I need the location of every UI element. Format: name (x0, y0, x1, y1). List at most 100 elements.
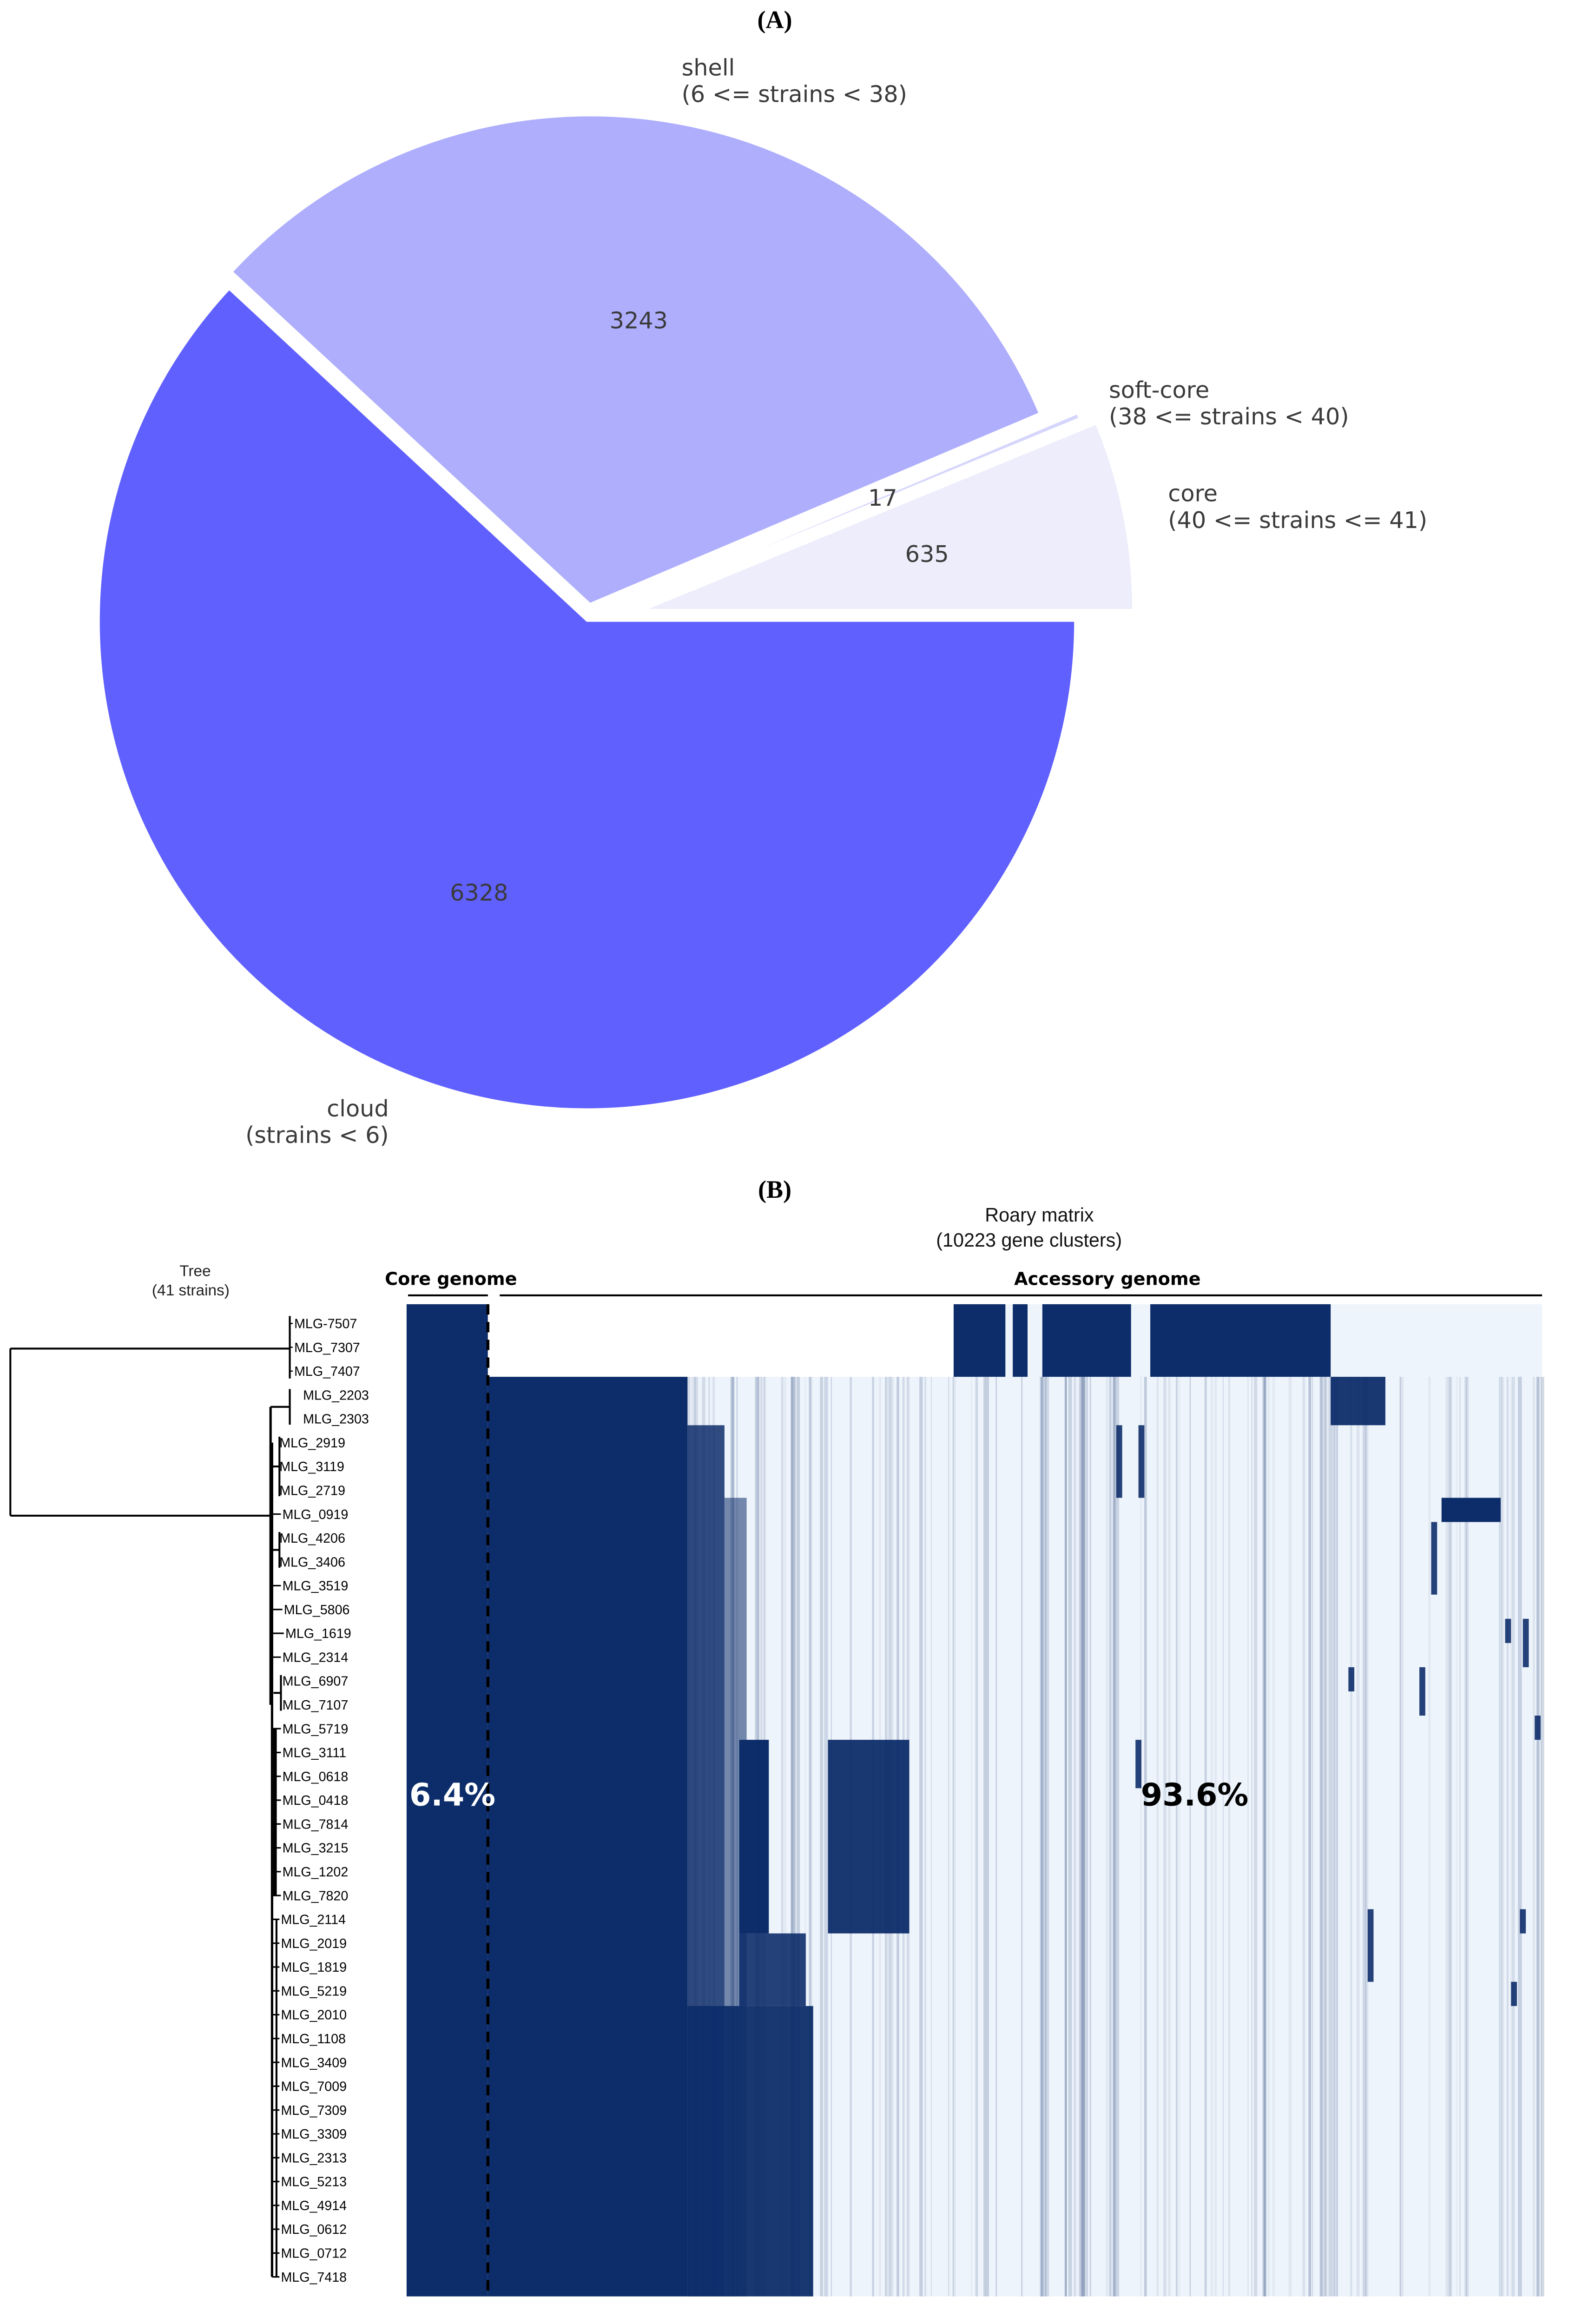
gene-streak (1140, 1377, 1142, 2297)
gene-streak (887, 1377, 890, 2297)
presence-block (828, 1740, 910, 1934)
strain-label: MLG_1819 (281, 1960, 347, 1975)
gene-streak (1040, 1377, 1042, 2297)
gene-streak (1350, 1377, 1352, 2297)
gene-streak (1074, 1377, 1075, 2297)
strain-label: MLG_3519 (283, 1579, 349, 1594)
strain-label: MLG_4914 (281, 2199, 347, 2213)
strain-label: MLG_3111 (283, 1746, 346, 1761)
strain-label: MLG_7407 (294, 1364, 360, 1379)
core-value: 635 (905, 541, 949, 568)
gene-streak (983, 1377, 985, 2297)
gene-streak (1302, 1377, 1305, 2297)
strain-label: MLG_2019 (281, 1936, 347, 1951)
soft-core-value: 17 (868, 484, 897, 511)
gene-streak (1114, 1377, 1116, 2297)
presence-mark (1431, 1522, 1437, 1595)
gene-streak (1498, 1377, 1503, 2297)
presence-block (739, 1933, 806, 2006)
core-genome-header: Core genome (385, 1269, 517, 1290)
gene-streak (1066, 1377, 1067, 2297)
gene-streak (971, 1377, 972, 2297)
gene-streak (930, 1377, 932, 2297)
gene-streak (1272, 1377, 1275, 2297)
gene-streak (890, 1377, 894, 2297)
gene-streak (1321, 1377, 1323, 2297)
strain-label: MLG_7009 (281, 2080, 347, 2094)
gene-streak (1113, 1377, 1116, 2297)
cloud-value: 6328 (450, 879, 508, 906)
gene-streak (1041, 1377, 1044, 2297)
gene-streak (1168, 1377, 1171, 2297)
gene-streak (896, 1377, 899, 2297)
presence-block (953, 1304, 1006, 1377)
accessory-genome-header: Accessory genome (1014, 1269, 1200, 1290)
gene-streak (1337, 1377, 1338, 2297)
accessory-percent: 93.6% (1141, 1776, 1249, 1813)
presence-mark (1138, 1425, 1145, 1498)
gene-streak (1082, 1377, 1086, 2297)
strain-label: MLG_7307 (294, 1340, 360, 1355)
strain-label: MLG_2314 (283, 1650, 349, 1665)
gene-streak (1428, 1377, 1431, 2297)
gene-streak (1288, 1377, 1292, 2297)
gene-streak (712, 1377, 715, 2297)
gene-streak (1532, 1377, 1535, 2297)
gene-streak (1113, 1377, 1115, 2297)
matrix-title: Roary matrix (985, 1204, 1094, 1226)
panel-b-label: (B) (758, 1175, 791, 1203)
strain-label: MLG-7507 (294, 1317, 357, 1332)
strain-label: MLG_5219 (281, 1984, 347, 1999)
gene-streak (1312, 1377, 1313, 2297)
gene-streak (1319, 1377, 1322, 2297)
gene-streak (1251, 1377, 1252, 2297)
gene-streak (756, 1377, 760, 2297)
strain-label: MLG_1108 (281, 2032, 346, 2047)
gene-streak (1176, 1377, 1180, 2297)
gene-streak (1540, 1377, 1544, 2297)
gene-streak (1264, 1377, 1266, 2297)
strain-label: MLG_3409 (281, 2055, 347, 2070)
gene-streak (1308, 1377, 1312, 2297)
gene-streak (1084, 1377, 1086, 2297)
gene-streak (1399, 1377, 1401, 2297)
gene-streak (1111, 1377, 1113, 2297)
gene-streak (924, 1377, 927, 2297)
gene-streak (1400, 1377, 1404, 2297)
strain-label: MLG_2203 (303, 1388, 369, 1403)
strain-labels: MLG-7507 MLG_7307 MLG_7407 MLG_2203 MLG_2303… (279, 1317, 369, 2285)
strain-label: MLG_6907 (283, 1674, 349, 1689)
gene-streak (1459, 1377, 1461, 2297)
strain-label: MLG_3406 (279, 1555, 345, 1570)
soft-core-label: soft-core (1109, 376, 1209, 403)
gene-streak (1262, 1377, 1267, 2297)
presence-mark (1505, 1618, 1511, 1643)
gene-streak (736, 1377, 738, 2297)
core-genome-block (406, 1304, 488, 2297)
panel-a-label: (A) (757, 6, 792, 34)
presence-mark (1535, 1716, 1541, 1740)
gene-streak (1264, 1377, 1266, 2297)
gene-streak (953, 1377, 956, 2297)
strain-label: MLG_2313 (281, 2151, 347, 2166)
strain-label: MLG_0612 (281, 2222, 347, 2237)
gene-streak (1506, 1377, 1509, 2297)
strain-label: MLG_2303 (303, 1412, 369, 1427)
gene-streak (1082, 1377, 1085, 2297)
gene-streak (694, 1377, 699, 2297)
gene-streak (1323, 1377, 1326, 2297)
gene-streak (1156, 1377, 1159, 2297)
gene-streak (1445, 1377, 1448, 2297)
gene-streak (702, 1377, 705, 2297)
gene-streak (1363, 1377, 1367, 2297)
gene-streak (995, 1377, 997, 2297)
tree-subtitle: (41 strains) (152, 1282, 230, 1299)
presence-mark (1135, 1740, 1141, 1789)
gene-streak (811, 1377, 812, 2297)
gene-streak (1536, 1377, 1540, 2297)
strain-label: MLG_7820 (283, 1888, 349, 1903)
gene-streak (781, 1377, 784, 2297)
strain-label: MLG_5213 (281, 2175, 347, 2190)
gene-streak (1144, 1377, 1147, 2297)
